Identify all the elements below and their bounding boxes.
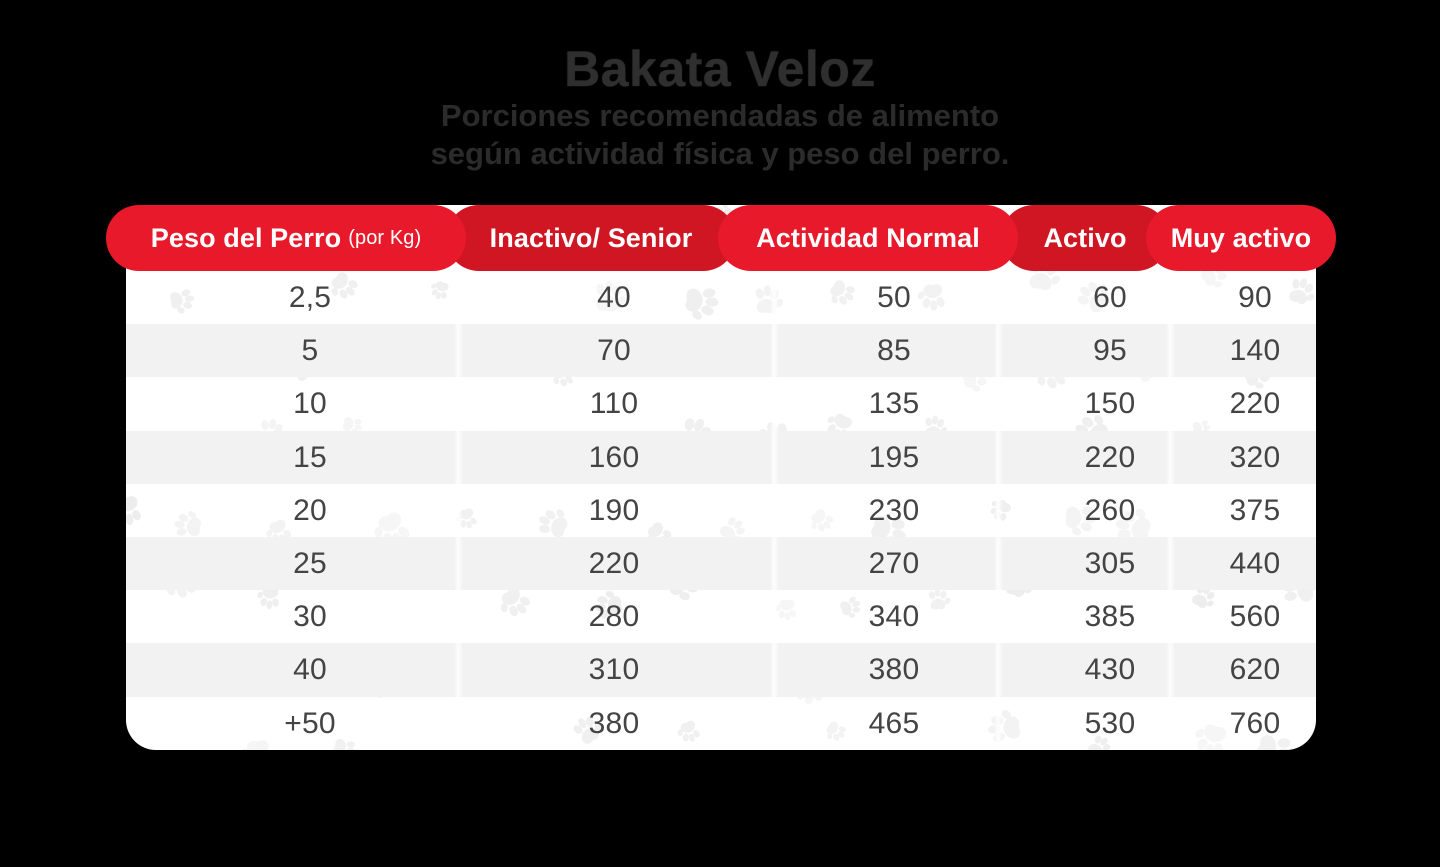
page-title: Bakata Veloz xyxy=(564,41,876,97)
cell-dog-weight: 30 xyxy=(293,600,327,634)
table-header-row: Peso del Perro (por Kg) Inactivo/ Senior Ac… xyxy=(106,205,1336,271)
cell-portion: 220 xyxy=(1084,440,1136,474)
cell-portion: 195 xyxy=(868,440,920,474)
table-row: 20 190 230 260 375 xyxy=(126,484,1316,537)
cell-dog-weight: 5 xyxy=(301,334,319,368)
table-row: 30 280 340 385 560 xyxy=(126,590,1316,643)
cell-portion: 40 xyxy=(597,281,631,314)
cell-portion: 150 xyxy=(1084,387,1136,421)
cell-portion: 380 xyxy=(588,706,640,740)
cell-portion: 440 xyxy=(1229,547,1281,580)
column-header-label: Inactivo/ Senior xyxy=(489,222,693,253)
cell-portion: 70 xyxy=(597,334,631,368)
column-separator-4 xyxy=(1166,271,1175,750)
cell-portion: 380 xyxy=(868,653,920,687)
cell-portion: 260 xyxy=(1084,493,1136,527)
cell-portion: 620 xyxy=(1229,653,1281,687)
column-separator-1 xyxy=(454,271,463,750)
column-header-label: Activo xyxy=(1043,222,1127,253)
subtitle-line-1: Porciones recomendadas de alimento xyxy=(440,98,1000,133)
cell-portion: 220 xyxy=(1229,387,1281,421)
cell-portion: 385 xyxy=(1084,600,1136,634)
table-row: 2,5 40 50 60 90 xyxy=(126,271,1316,324)
table-row: 10 110 135 150 220 xyxy=(126,377,1316,430)
cell-portion: 375 xyxy=(1229,493,1281,527)
cell-dog-weight: 2,5 xyxy=(288,281,332,314)
cell-portion: 270 xyxy=(868,547,920,580)
table-body: 2,5 40 50 60 90 5 70 85 95 140 10 110 135 150 220 15 160… xyxy=(126,271,1316,750)
table-row: 25 220 270 305 440 xyxy=(126,537,1316,590)
column-header-4: Activo xyxy=(1001,205,1169,271)
cell-portion: 220 xyxy=(588,547,640,580)
page-subtitle: Porciones recomendadas de alimento según… xyxy=(0,97,1440,173)
cell-dog-weight: 20 xyxy=(293,493,327,527)
cell-portion: 110 xyxy=(589,387,639,421)
cell-portion: 340 xyxy=(868,600,920,634)
cell-portion: 320 xyxy=(1229,440,1281,474)
cell-portion: 135 xyxy=(868,387,920,421)
table-row: 15 160 195 220 320 xyxy=(126,431,1316,484)
column-header-label: Actividad Normal xyxy=(756,222,980,253)
cell-dog-weight: +50 xyxy=(284,706,336,740)
cell-dog-weight: 10 xyxy=(293,387,327,421)
cell-portion: 465 xyxy=(868,706,920,740)
table-row: 5 70 85 95 140 xyxy=(126,324,1316,377)
cell-portion: 160 xyxy=(588,440,640,474)
cell-portion: 305 xyxy=(1084,547,1136,580)
column-header-label: Peso del Perro xyxy=(150,222,342,253)
cell-portion: 140 xyxy=(1229,334,1281,368)
cell-portion: 95 xyxy=(1093,334,1127,368)
row-stripe xyxy=(126,537,1316,591)
cell-dog-weight: 40 xyxy=(293,653,327,687)
cell-portion: 60 xyxy=(1093,281,1127,314)
column-header-note: (por Kg) xyxy=(348,226,422,249)
column-header-1: Peso del Perro (por Kg) xyxy=(106,205,466,271)
table-row: 40 310 380 430 620 xyxy=(126,643,1316,696)
cell-portion: 280 xyxy=(588,600,640,634)
cell-portion: 760 xyxy=(1229,706,1281,740)
subtitle-line-2: según actividad física y peso del perro. xyxy=(430,135,1010,171)
cell-portion: 190 xyxy=(588,493,640,527)
row-stripes xyxy=(126,271,1316,750)
cell-portion: 560 xyxy=(1229,600,1281,634)
column-header-2: Inactivo/ Senior xyxy=(446,205,736,271)
cell-portion: 430 xyxy=(1084,653,1136,687)
heading-block: Bakata Veloz Porciones recomendadas de a… xyxy=(0,44,1440,173)
column-header-3: Actividad Normal xyxy=(718,205,1018,271)
cell-portion: 230 xyxy=(868,493,920,527)
cell-portion: 50 xyxy=(877,281,911,314)
cell-portion: 90 xyxy=(1238,281,1272,314)
cell-dog-weight: 25 xyxy=(293,547,327,580)
portions-table-card: 2,5 40 50 60 90 5 70 85 95 140 10 110 135 150 220 15 160… xyxy=(106,205,1336,750)
row-stripe xyxy=(126,324,1316,378)
column-header-label: Muy activo xyxy=(1170,222,1312,253)
table-card-surface: 2,5 40 50 60 90 5 70 85 95 140 10 110 135 150 220 15 160… xyxy=(126,205,1316,750)
column-separator-3 xyxy=(994,271,1003,750)
cell-portion: 310 xyxy=(588,653,640,687)
row-stripe xyxy=(126,643,1316,697)
cell-portion: 85 xyxy=(877,334,911,368)
table-row: +50 380 465 530 760 xyxy=(126,697,1316,750)
column-separator-2 xyxy=(770,271,779,750)
column-header-5: Muy activo xyxy=(1146,205,1336,271)
cell-dog-weight: 15 xyxy=(293,440,327,474)
row-stripe xyxy=(126,430,1316,484)
cell-portion: 530 xyxy=(1084,706,1136,740)
